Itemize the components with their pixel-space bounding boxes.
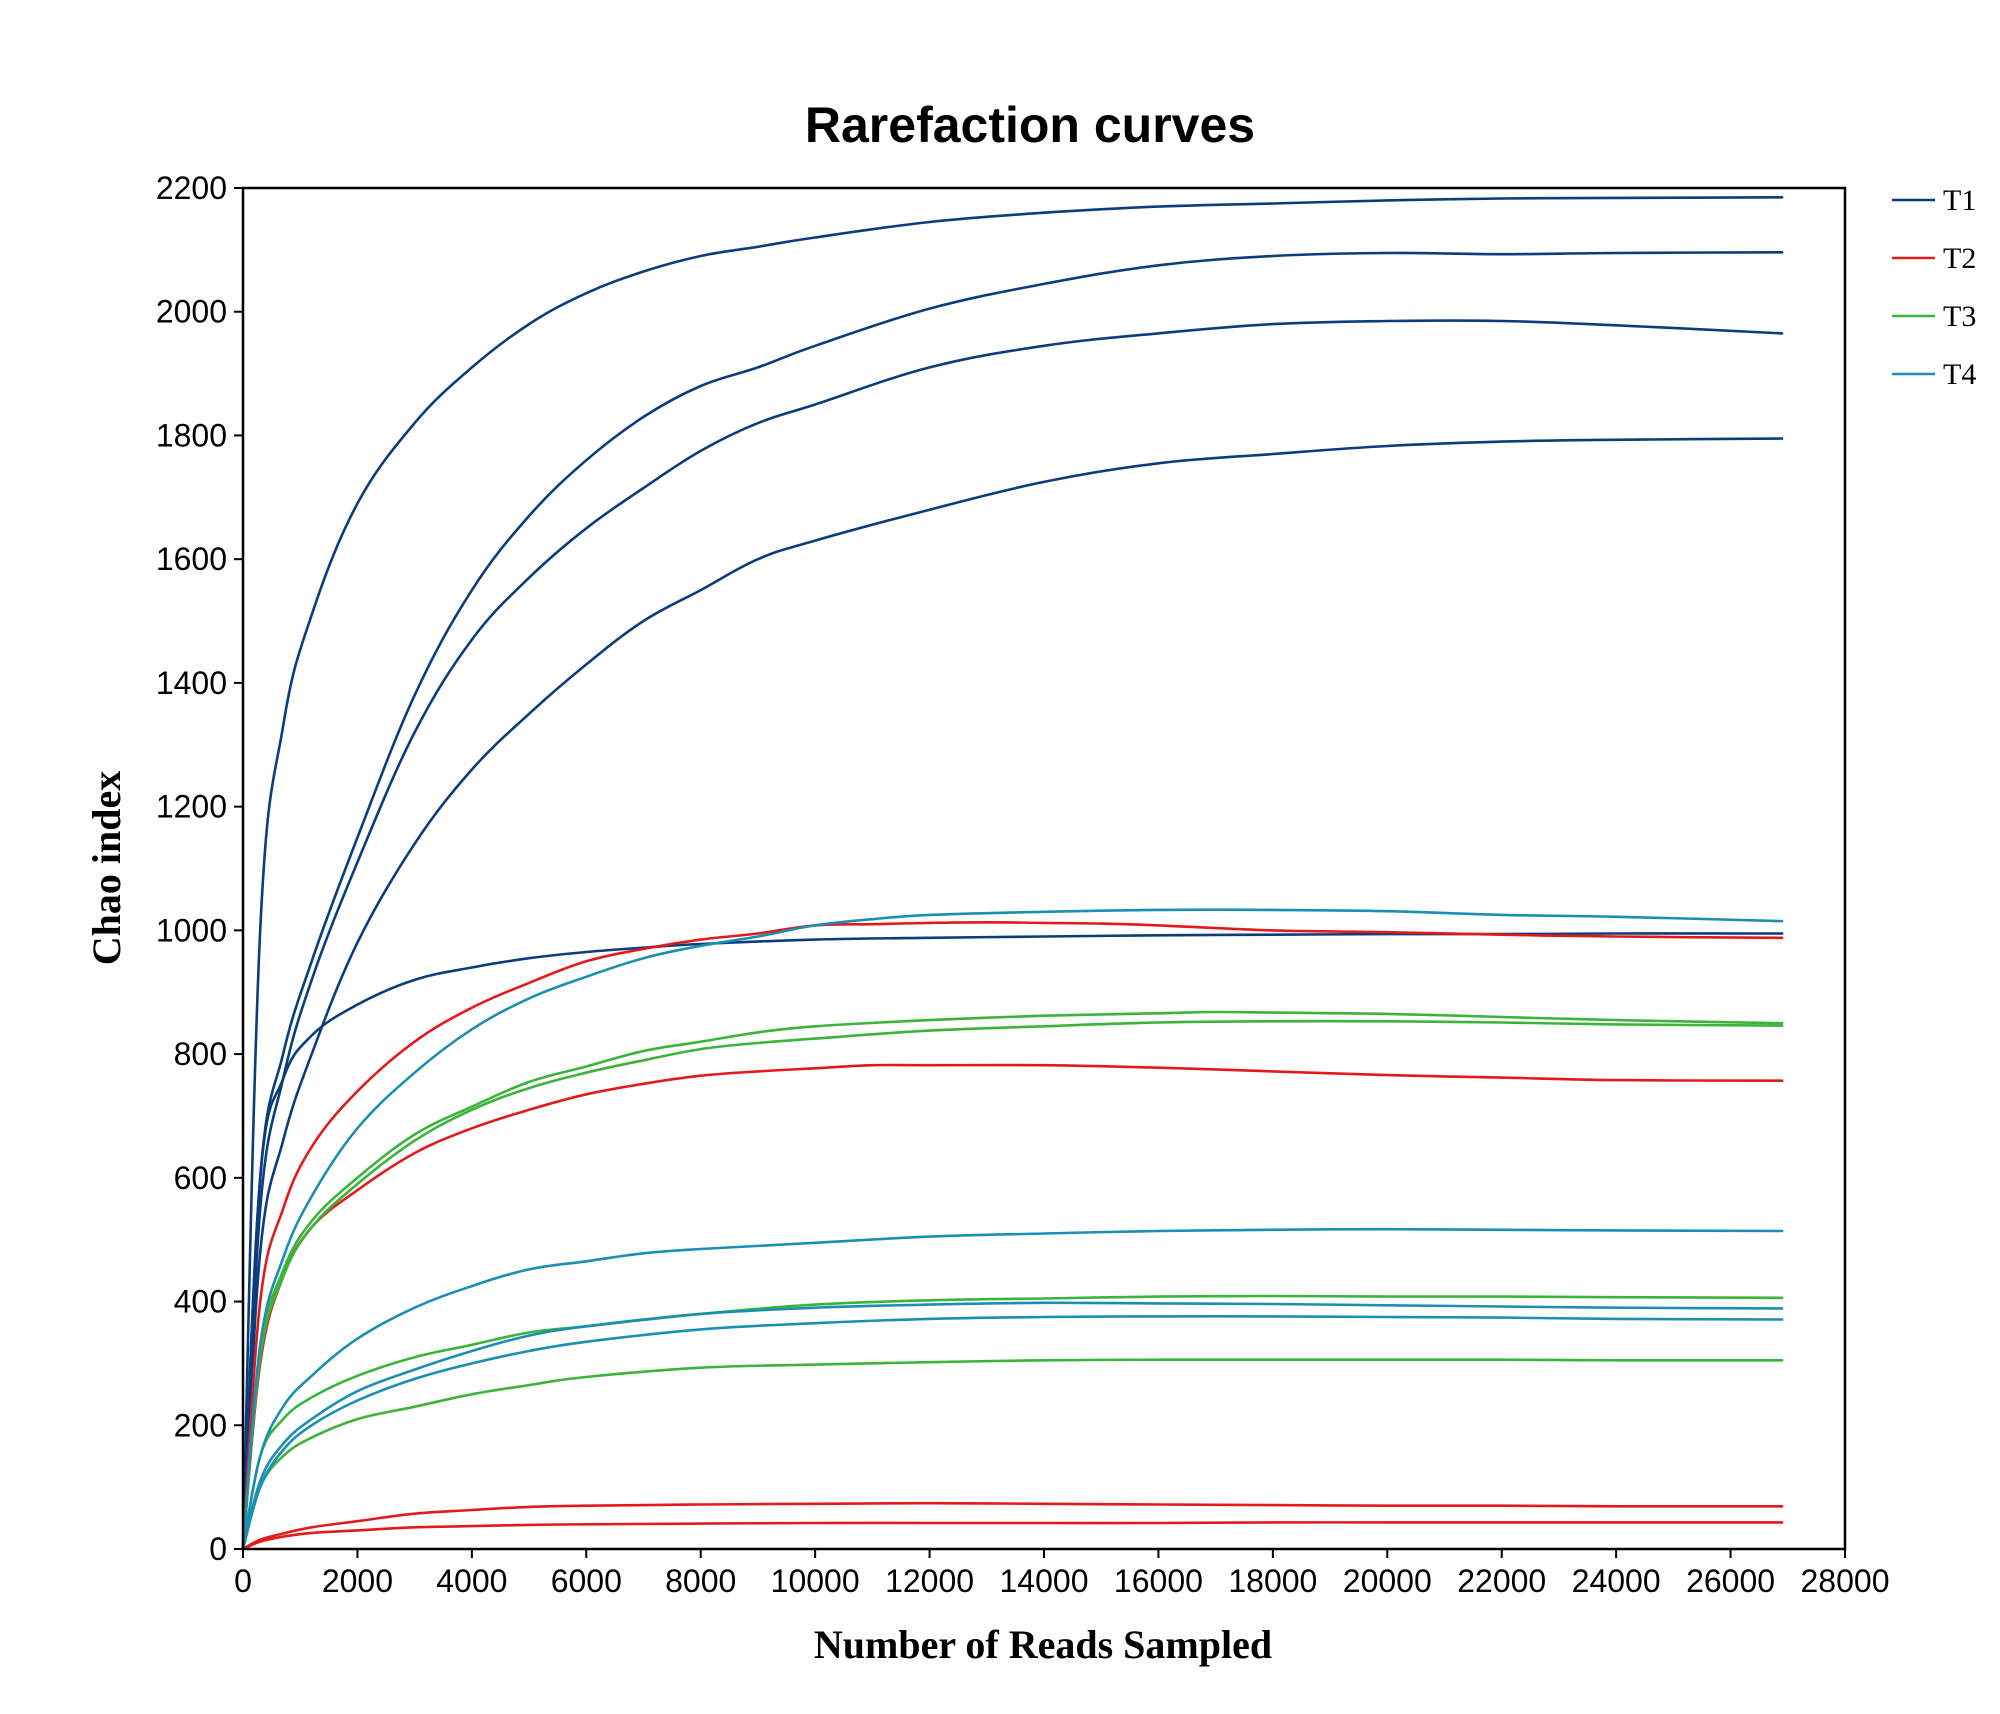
x-tick-label: 16000 xyxy=(1114,1563,1203,1599)
x-tick-label: 8000 xyxy=(665,1563,736,1599)
y-axis-label: Chao index xyxy=(84,771,129,966)
series-line-t4-16 xyxy=(241,1301,1784,1551)
series-line-t4-15 xyxy=(241,1227,1784,1551)
series-line-t1-3 xyxy=(241,319,1784,1551)
y-tick-label: 1800 xyxy=(156,417,227,453)
y-tick-label: 0 xyxy=(209,1531,227,1567)
legend-label-t3: T3 xyxy=(1943,300,1976,333)
x-tick-label: 28000 xyxy=(1801,1563,1890,1599)
x-tick-label: 26000 xyxy=(1686,1563,1775,1599)
y-tick-label: 200 xyxy=(174,1407,227,1443)
series-line-t1-2 xyxy=(241,251,1784,1551)
x-tick-label: 24000 xyxy=(1572,1563,1661,1599)
series-line-t1-4 xyxy=(241,437,1784,1551)
y-tick-label: 400 xyxy=(174,1284,227,1320)
legend: T1 T2 T3 T4 xyxy=(1892,184,1976,391)
y-tick-label: 800 xyxy=(174,1036,227,1072)
series-line-t2-8 xyxy=(241,1501,1784,1551)
y-tick-label: 2200 xyxy=(156,170,227,206)
x-tick-label: 10000 xyxy=(771,1563,860,1599)
x-axis-label: Number of Reads Sampled xyxy=(814,1622,1272,1667)
x-tick-label: 0 xyxy=(234,1563,252,1599)
x-axis: 0 2000 4000 6000 8000 10000 12000 14000 16000 180… xyxy=(234,1549,1889,1599)
chart-title: Rarefaction curves xyxy=(805,97,1255,153)
y-tick-label: 1600 xyxy=(156,541,227,577)
series-line-t4-14 xyxy=(241,908,1784,1551)
x-tick-label: 18000 xyxy=(1228,1563,1317,1599)
legend-label-t4: T4 xyxy=(1943,358,1976,391)
y-axis: 0 200 400 600 800 1000 1200 1400 1600 1800 2000 220… xyxy=(156,170,243,1567)
series-line-t3-10 xyxy=(241,1010,1784,1551)
plot-frame xyxy=(241,186,1847,1551)
series-line-t3-13 xyxy=(241,1358,1784,1551)
x-tick-label: 6000 xyxy=(551,1563,622,1599)
y-tick-label: 2000 xyxy=(156,294,227,330)
legend-label-t2: T2 xyxy=(1943,242,1976,275)
y-tick-label: 1200 xyxy=(156,789,227,825)
series-line-t2-9 xyxy=(241,1521,1784,1551)
series-line-t1-5 xyxy=(241,932,1784,1551)
x-tick-label: 4000 xyxy=(436,1563,507,1599)
x-tick-label: 2000 xyxy=(322,1563,393,1599)
series-line-t3-12 xyxy=(241,1294,1784,1551)
y-tick-label: 1000 xyxy=(156,912,227,948)
y-tick-label: 600 xyxy=(174,1160,227,1196)
x-tick-label: 14000 xyxy=(1000,1563,1089,1599)
legend-label-t1: T1 xyxy=(1943,184,1976,217)
series-line-t3-11 xyxy=(241,1019,1784,1551)
y-tick-label: 1400 xyxy=(156,665,227,701)
x-tick-label: 22000 xyxy=(1457,1563,1546,1599)
series-line-t1-1 xyxy=(241,196,1784,1551)
series-line-t4-17 xyxy=(241,1315,1784,1551)
plot-lines xyxy=(241,196,1784,1551)
x-tick-label: 12000 xyxy=(885,1563,974,1599)
x-tick-label: 20000 xyxy=(1343,1563,1432,1599)
